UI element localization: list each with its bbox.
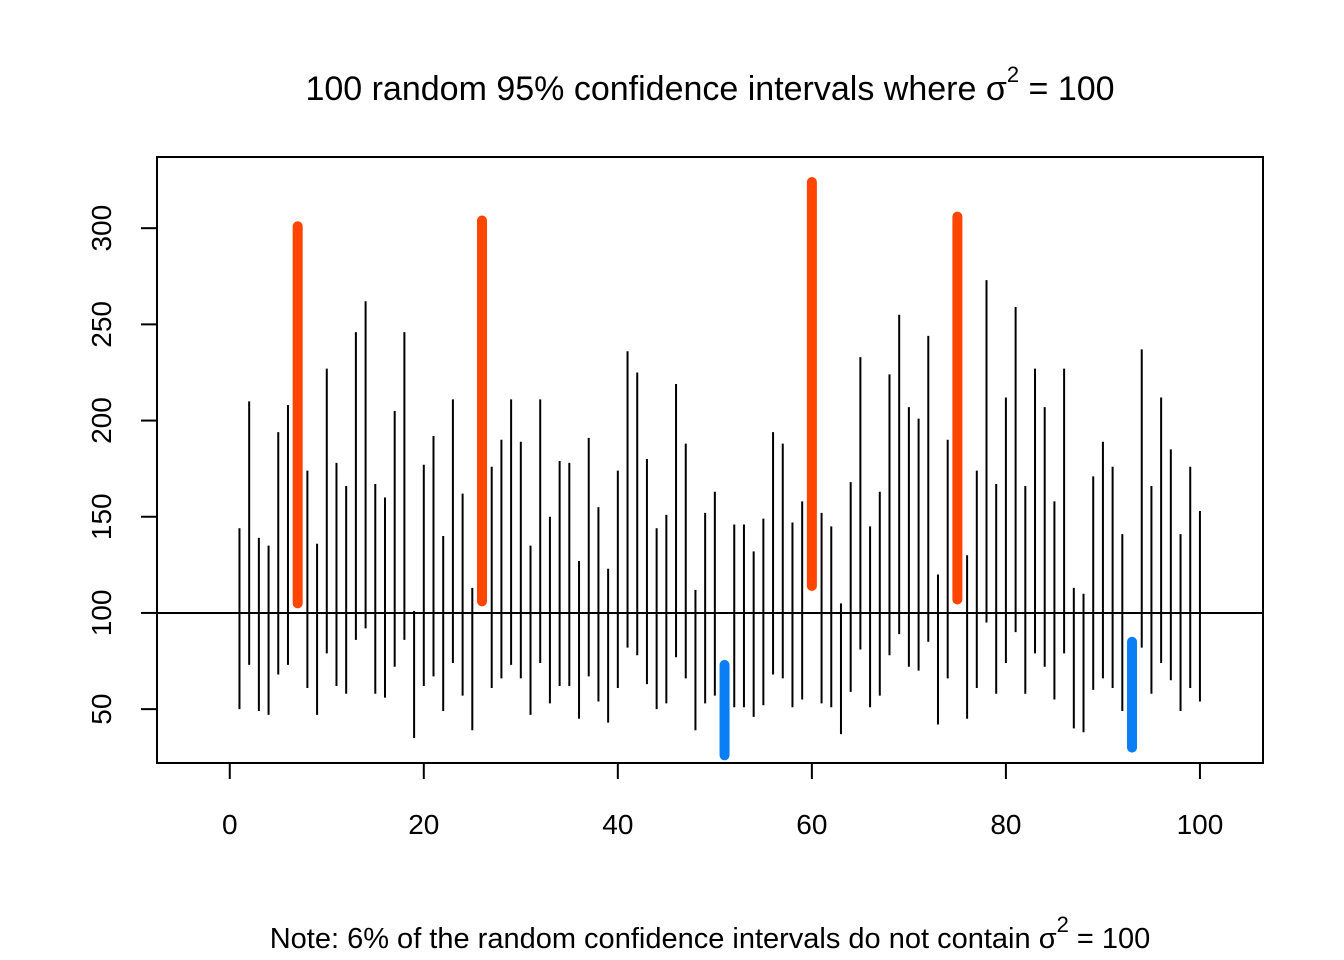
y-tick-label: 250: [86, 301, 117, 348]
x-tick-label: 20: [408, 809, 439, 840]
axes: 0 20 40 60 80 100 50 100 150 200 250 300: [86, 156, 1264, 840]
y-tick-label: 50: [86, 694, 117, 725]
chart-title-sup: 2: [1007, 62, 1019, 87]
chart-title-rest: = 100: [1019, 70, 1114, 108]
x-tick-label: 40: [602, 809, 633, 840]
x-tick-label: 80: [990, 809, 1021, 840]
x-tick-label: 60: [796, 809, 827, 840]
chart-note-symbol: σ: [1039, 923, 1057, 955]
chart-title-main: 100 random 95% confidence intervals wher…: [305, 70, 985, 108]
plot-area: [157, 177, 1263, 761]
y-tick-label: 150: [86, 493, 117, 540]
chart-title: 100 random 95% confidence intervals wher…: [305, 62, 1114, 108]
x-tick-label: 0: [222, 809, 238, 840]
y-tick-label: 300: [86, 205, 117, 252]
y-tick-label: 200: [86, 397, 117, 444]
chart-note-rest: = 100: [1069, 923, 1150, 955]
chart-note-sup: 2: [1057, 912, 1069, 937]
plot-frame: [156, 156, 1264, 764]
x-tick-label: 100: [1177, 809, 1224, 840]
chart-title-symbol: σ: [986, 70, 1007, 108]
y-tick-label: 100: [86, 590, 117, 637]
chart-note: Note: 6% of the random confidence interv…: [270, 912, 1151, 955]
chart-note-main: Note: 6% of the random confidence interv…: [270, 923, 1039, 955]
